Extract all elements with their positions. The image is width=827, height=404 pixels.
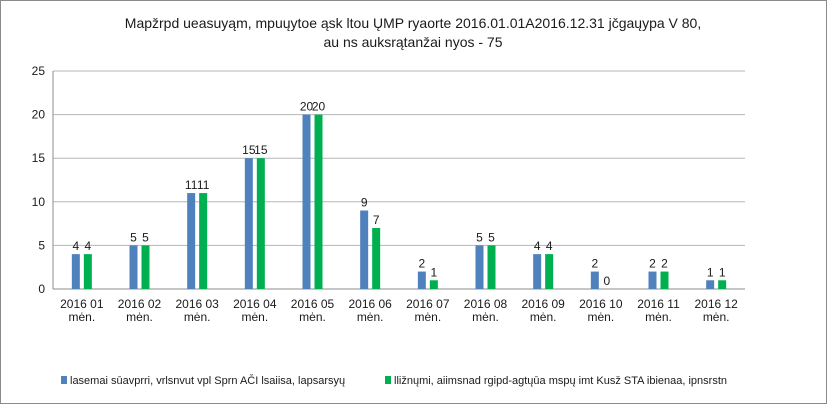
x-tick-label: 2016 10 mėn. bbox=[579, 297, 623, 324]
y-tick-label: 20 bbox=[32, 108, 46, 122]
data-label: 2 bbox=[649, 257, 656, 271]
data-label: 4 bbox=[84, 239, 91, 253]
legend-label: lasemai sūavprri, vrlsnvut vpl Sprn AČI … bbox=[70, 374, 345, 387]
data-label: 15 bbox=[254, 143, 268, 157]
legend-swatch bbox=[61, 376, 67, 384]
data-label: 4 bbox=[546, 239, 553, 253]
legend: lasemai sūavprri, vrlsnvut vpl Sprn AČI … bbox=[61, 374, 727, 387]
y-tick-label: 0 bbox=[38, 282, 45, 296]
data-label: 1 bbox=[719, 265, 726, 279]
bar-series-1 bbox=[475, 245, 484, 289]
bar-series-1 bbox=[533, 254, 542, 289]
bar-series-2 bbox=[141, 245, 150, 289]
bar-series-2 bbox=[487, 245, 496, 289]
legend-swatch bbox=[385, 376, 391, 384]
x-tick-label: 2016 08 mėn. bbox=[464, 297, 508, 324]
bar-series-2 bbox=[429, 280, 438, 289]
data-label: 1 bbox=[430, 265, 437, 279]
data-label: 7 bbox=[373, 213, 380, 227]
bar-series-1 bbox=[129, 245, 138, 289]
x-axis-ticks: 2016 01 mėn. 2016 02 mėn. 2016 03 mėn. 2016 04… bbox=[60, 297, 738, 324]
data-label: 2 bbox=[661, 257, 668, 271]
bar-series-2 bbox=[718, 280, 727, 289]
legend-label: lližnųmi, aiimsnad rgipd-agtųūa mspų imt… bbox=[394, 375, 727, 387]
x-tick-label: 2016 05 mėn. bbox=[291, 297, 335, 324]
data-label: 5 bbox=[142, 230, 149, 244]
data-label: 20 bbox=[300, 100, 314, 114]
y-axis-ticks: 0 5 10 15 20 25 bbox=[32, 64, 46, 296]
bar-series-2 bbox=[660, 271, 669, 289]
bar-series-1 bbox=[706, 280, 715, 289]
gridlines bbox=[52, 70, 745, 290]
data-label: 4 bbox=[72, 239, 79, 253]
x-tick-label: 2016 06 mėn. bbox=[348, 297, 392, 324]
data-label: 20 bbox=[312, 100, 326, 114]
bar-series-2 bbox=[256, 158, 265, 289]
bar-series-2 bbox=[314, 114, 323, 289]
x-tick-label: 2016 04 mėn. bbox=[233, 297, 277, 324]
data-label: 2 bbox=[418, 257, 425, 271]
data-label: 11 bbox=[185, 178, 198, 192]
y-tick-label: 15 bbox=[32, 151, 46, 165]
bar-series-1 bbox=[244, 158, 253, 289]
x-tick-label: 2016 02 mėn. bbox=[118, 297, 162, 324]
bar-series-1 bbox=[187, 193, 196, 289]
data-label: 4 bbox=[534, 239, 541, 253]
bars bbox=[71, 114, 727, 289]
data-label: 11 bbox=[197, 178, 210, 192]
bar-series-1 bbox=[417, 271, 426, 289]
y-tick-label: 25 bbox=[32, 64, 46, 78]
data-label: 0 bbox=[603, 274, 610, 288]
bar-series-2 bbox=[199, 193, 208, 289]
chart-title-line: au ns auksrątanžai nyos - 75 bbox=[324, 34, 503, 50]
bar-series-1 bbox=[302, 114, 311, 289]
y-tick-label: 5 bbox=[38, 238, 45, 252]
data-label: 2 bbox=[591, 257, 598, 271]
data-label: 9 bbox=[361, 196, 368, 210]
x-tick-label: 2016 03 mėn. bbox=[175, 297, 219, 324]
data-label: 5 bbox=[488, 230, 495, 244]
chart-title: Mapžrpd ueasuyąm, mpuųytoe ąsk ltou ŲMP … bbox=[125, 15, 701, 50]
bar-series-1 bbox=[71, 254, 80, 289]
x-tick-label: 2016 07 mėn. bbox=[406, 297, 450, 324]
y-tick-label: 10 bbox=[32, 195, 46, 209]
x-tick-label: 2016 09 mėn. bbox=[521, 297, 565, 324]
x-tick-label: 2016 01 mėn. bbox=[60, 297, 104, 324]
x-tick-label: 2016 11 mėn. bbox=[637, 297, 680, 324]
bar-series-1 bbox=[648, 271, 657, 289]
data-label: 1 bbox=[707, 265, 714, 279]
bar-series-1 bbox=[590, 271, 599, 289]
data-label: 15 bbox=[242, 143, 256, 157]
bar-series-2 bbox=[545, 254, 554, 289]
chart-title-line: Mapžrpd ueasuyąm, mpuųytoe ąsk ltou ŲMP … bbox=[125, 15, 701, 31]
bar-series-1 bbox=[360, 210, 369, 289]
data-label: 5 bbox=[476, 230, 483, 244]
bar-series-2 bbox=[372, 227, 381, 289]
x-tick-label: 2016 12 mėn. bbox=[694, 297, 738, 324]
bar-series-2 bbox=[83, 254, 92, 289]
data-label: 5 bbox=[130, 230, 137, 244]
